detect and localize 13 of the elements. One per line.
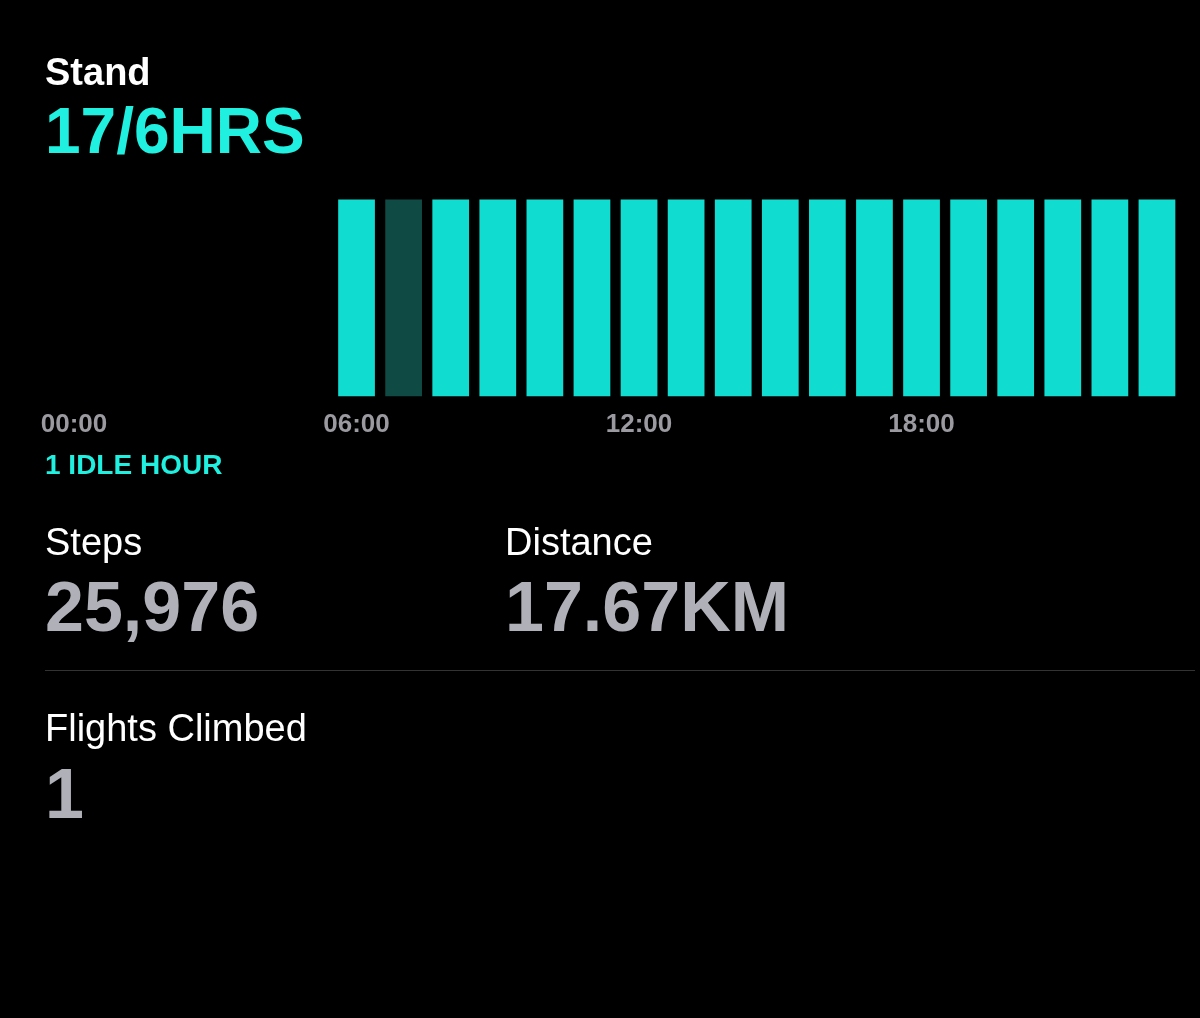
text: 1 IDLE HOUR	[45, 448, 223, 482]
chart-title: Stand	[45, 51, 151, 93]
text: 1	[45, 754, 85, 833]
x-tick-label: 18:00	[888, 407, 955, 438]
text: 25,976	[45, 568, 261, 647]
text: Steps	[45, 520, 144, 565]
x-tick-label: 06:00	[323, 407, 390, 438]
x-tick-label: 00:00	[40, 407, 108, 438]
x-tick-label: 12:00	[605, 407, 673, 438]
text: 17.67KM	[505, 568, 791, 647]
text: Flights Climbed	[45, 706, 308, 752]
text: Distance	[505, 520, 654, 565]
chart-subtitle: 17/6HRS	[45, 95, 305, 168]
